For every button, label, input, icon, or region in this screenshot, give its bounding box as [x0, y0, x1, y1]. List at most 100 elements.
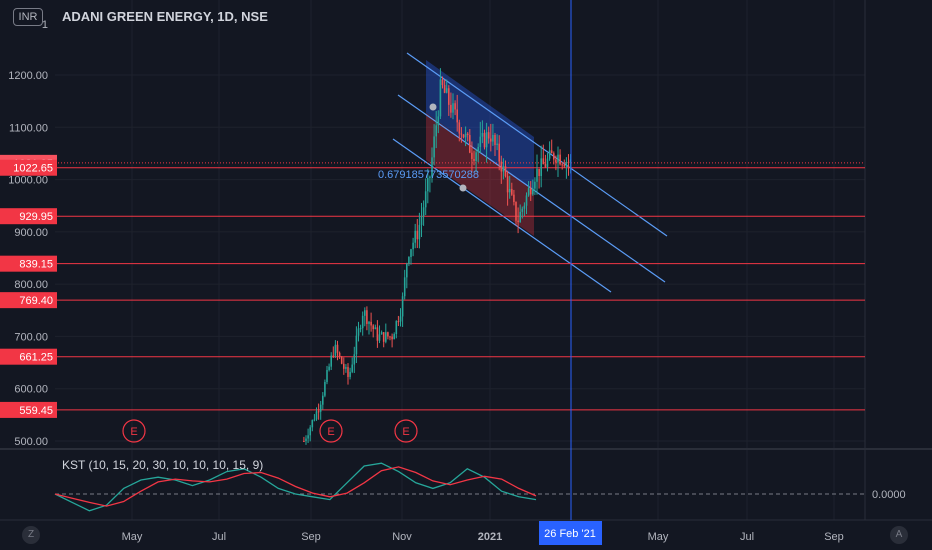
candle-body-119	[553, 153, 555, 160]
channel-lower-fill	[426, 113, 534, 236]
candle-body-16	[336, 344, 339, 353]
candle-body-1	[305, 438, 307, 442]
price-tag-bg	[0, 292, 57, 309]
currency-badge[interactable]: INR	[13, 8, 43, 26]
candle-body-89	[490, 138, 492, 142]
candle-body-45	[397, 321, 400, 323]
price-tag-1: 1022.65	[0, 159, 57, 176]
candle-body-33	[372, 325, 375, 330]
candle-body-27	[359, 328, 362, 330]
candle-body-60	[429, 176, 431, 179]
y-tick-label-top: 1	[42, 19, 48, 31]
candle-body-84	[479, 136, 482, 147]
earnings-marker-0: E	[122, 419, 146, 443]
candle-body-64	[437, 116, 440, 126]
candle-body-39	[385, 332, 387, 342]
y-tick-label-5: 1000.00	[8, 175, 48, 187]
crosshair-date-bg	[539, 521, 602, 545]
candle-body-65	[439, 79, 442, 117]
candle-body-38	[382, 332, 385, 342]
earnings-label: E	[130, 426, 137, 438]
y-tick-label-3: 800.00	[14, 279, 48, 291]
candle-body-37	[380, 332, 383, 335]
candle-body-52	[412, 242, 414, 250]
candle-body-124	[563, 164, 566, 167]
candle-body-0	[303, 441, 305, 442]
candle-body-97	[506, 176, 509, 193]
candle-body-95	[502, 166, 505, 172]
candle-body-92	[496, 143, 498, 145]
x-tick-label-2: Sep	[301, 531, 321, 543]
candle-body-116	[546, 158, 549, 167]
price-tag-bg	[0, 208, 57, 225]
price-tag-label: 929.95	[19, 211, 53, 223]
candle-body-69	[448, 88, 450, 105]
auto-scale-button[interactable]: A	[890, 526, 908, 544]
candle-body-125	[565, 161, 568, 167]
candle-body-12	[328, 366, 330, 371]
candle-body-86	[483, 132, 486, 148]
candle-body-18	[340, 356, 343, 364]
price-tag-label: 559.45	[19, 405, 53, 417]
candle-body-100	[513, 194, 515, 202]
x-tick-label-3: Nov	[392, 531, 412, 543]
candle-body-57	[422, 207, 425, 217]
price-tag-3: 839.15	[0, 255, 57, 272]
earnings-circle	[319, 419, 343, 443]
candle-body-50	[408, 257, 410, 264]
candle-body-51	[410, 249, 412, 258]
candle-body-81	[473, 158, 475, 161]
x-tick-label-4: 2021	[478, 531, 502, 543]
price-tag-label: 661.25	[19, 352, 53, 364]
candle-body-3	[309, 427, 312, 436]
candle-body-7	[317, 411, 320, 413]
candle-body-73	[456, 109, 459, 123]
candle-body-10	[324, 382, 326, 396]
candle-body-35	[376, 327, 379, 341]
crosshair-date-tag: 26 Feb '21	[539, 521, 602, 545]
candle-body-91	[494, 134, 496, 145]
candle-body-78	[466, 133, 469, 136]
candle-body-87	[485, 132, 488, 148]
channel-line-upper	[406, 52, 668, 237]
candle-body-5	[313, 419, 316, 421]
candle-body-67	[443, 85, 446, 93]
candle-body-115	[544, 164, 547, 167]
candle-body-40	[387, 332, 389, 337]
channel-line-lower	[392, 138, 612, 293]
candle-body-99	[511, 188, 513, 195]
candle-body-58	[424, 191, 427, 208]
candle-body-24	[353, 354, 356, 365]
price-tag-2: 929.95	[0, 208, 57, 225]
candle-body-19	[343, 363, 345, 369]
channel-anchor-point-2	[459, 184, 467, 192]
candle-body-121	[557, 154, 559, 163]
kst-zero-axis-label: 0.0000	[872, 489, 906, 501]
candle-body-11	[326, 370, 328, 383]
candle-body-98	[508, 188, 511, 193]
candle-body-103	[519, 211, 522, 223]
y-tick-label-0: 500.00	[14, 436, 48, 448]
candle-body-2	[307, 435, 309, 439]
candle-body-13	[330, 355, 333, 367]
y-tick-label-2: 700.00	[14, 331, 48, 343]
chart-title: ADANI GREEN ENERGY, 1D, NSE	[62, 9, 268, 24]
candle-body-94	[500, 161, 503, 172]
y-tick-label-1: 600.00	[14, 384, 48, 396]
candle-body-96	[504, 166, 507, 177]
candle-body-22	[349, 371, 351, 377]
candle-body-14	[332, 355, 335, 357]
candle-body-55	[418, 224, 421, 240]
candle-body-111	[536, 168, 538, 182]
candles	[303, 68, 572, 445]
x-tick-label-6: Jul	[740, 531, 754, 543]
candle-body-83	[477, 146, 480, 153]
candle-body-77	[464, 133, 467, 138]
kst-line	[54, 462, 537, 512]
candle-body-71	[452, 103, 454, 113]
zoom-button-left[interactable]: Z	[22, 526, 40, 544]
candle-body-76	[462, 134, 465, 138]
candle-body-31	[368, 321, 370, 324]
